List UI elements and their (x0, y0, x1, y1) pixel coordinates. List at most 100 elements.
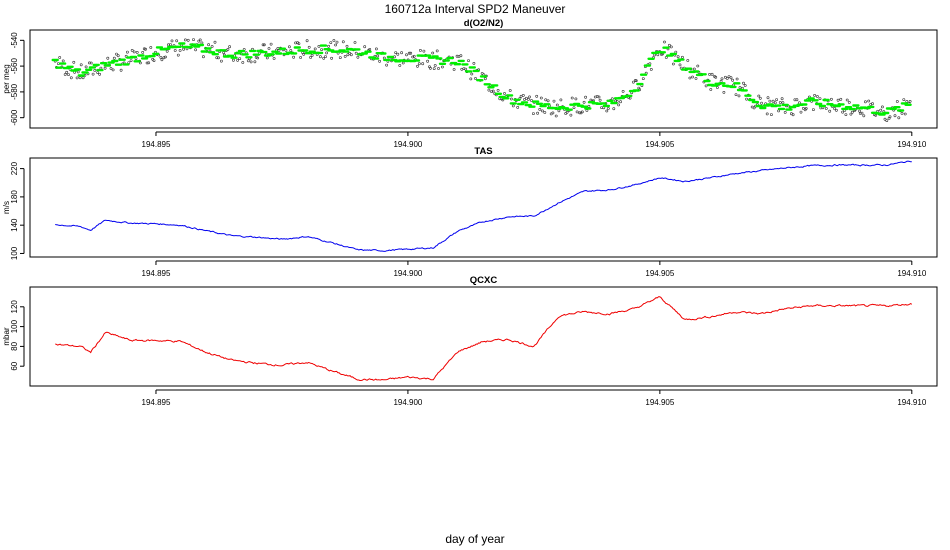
scatter-dot (725, 77, 729, 80)
scatter-dot (617, 103, 621, 107)
x-tick-label: 194.895 (142, 269, 171, 278)
scatter-dot (72, 60, 76, 64)
scatter-dot (175, 39, 179, 43)
y-tick-label: -580 (10, 83, 19, 100)
scatter-dot (236, 58, 240, 62)
scatter-dot (162, 56, 166, 60)
x-tick-label: 194.895 (142, 398, 171, 407)
scatter-dot (781, 101, 785, 105)
scatter-dot (217, 56, 220, 60)
scatter-dot (582, 100, 586, 104)
scatter-dot (335, 40, 339, 44)
scatter-dot (76, 70, 80, 74)
scatter-dot (799, 110, 803, 114)
scatter-dot (332, 39, 336, 42)
scatter-dot (841, 110, 845, 114)
scatter-dot (327, 44, 331, 48)
scatter-dot (720, 77, 724, 81)
y-tick-label: 100 (10, 319, 19, 333)
scatter-dot (91, 72, 95, 76)
scatter-dot (115, 52, 118, 56)
scatter-dot (860, 111, 864, 115)
scatter-dot (144, 47, 147, 51)
scatter-dot (396, 52, 400, 56)
scatter-dot (299, 56, 303, 59)
scatter-dot (112, 56, 116, 60)
scatter-dot (584, 95, 588, 99)
scatter-dot (84, 65, 88, 69)
scatter-dot (182, 47, 186, 51)
scatter-dot (262, 43, 266, 47)
scatter-dot (669, 45, 673, 49)
scatter-dot (559, 98, 563, 102)
scatter-dot (862, 114, 866, 118)
scatter-dot (881, 105, 884, 109)
scatter-dot (89, 61, 93, 65)
scatter-dot (287, 45, 291, 49)
scatter-dot (742, 81, 745, 85)
scatter-dot (610, 97, 614, 101)
scatter-dot (338, 56, 342, 60)
scatter-dot (536, 111, 540, 115)
scatter-dot (905, 100, 909, 103)
x-tick-label: 194.905 (645, 398, 674, 407)
scatter-dot (527, 98, 530, 101)
scatter-dot (376, 54, 380, 58)
scatter-dot (467, 59, 470, 63)
scatter-dot (828, 109, 832, 113)
scatter-dot (686, 59, 690, 62)
scatter-dot (496, 89, 500, 92)
scatter-dot (256, 56, 260, 60)
y-tick-label: -540 (10, 32, 19, 49)
scatter-dot (68, 67, 72, 71)
scatter-dot (897, 116, 901, 120)
scatter-dot (668, 43, 671, 47)
scatter-dot (580, 110, 584, 114)
scatter-dot (521, 94, 525, 97)
scatter-dot (63, 73, 67, 76)
scatter-dot (798, 101, 801, 105)
scatter-dot (428, 66, 432, 70)
scatter-dot (606, 107, 610, 110)
scatter-dot (858, 109, 862, 113)
scatter-dot (585, 109, 589, 112)
scatter-dot (152, 59, 156, 63)
scatter-dot (149, 46, 153, 49)
x-tick-label: 194.910 (897, 398, 926, 407)
scatter-dot (261, 43, 265, 47)
y-tick-label: 220 (10, 161, 19, 175)
scatter-dot (752, 106, 756, 110)
scatter-dot (159, 56, 163, 59)
scatter-dot (416, 64, 419, 68)
scatter-dot (169, 43, 172, 47)
series-line (55, 296, 913, 381)
scatter-dot (192, 38, 195, 42)
scatter-dot (222, 51, 226, 55)
scatter-dot (411, 55, 415, 59)
chart-panel-2: TAS m/s 100 140 180 220 194.895 194.900 194.905 1… (2, 146, 938, 278)
scatter-dot (437, 67, 440, 70)
scatter-dot (317, 45, 321, 48)
y-tick-label: -560 (10, 58, 19, 75)
scatter-dot (678, 63, 682, 67)
plot-frame (29, 286, 938, 387)
scatter-dot (353, 41, 357, 44)
scatter-dot (569, 113, 573, 117)
scatter-dot (879, 108, 883, 112)
scatter-dot (770, 113, 773, 117)
scatter-dot (745, 97, 749, 101)
scatter-dot (432, 67, 436, 71)
scatter-dot (663, 40, 666, 44)
scatter-dot (578, 111, 581, 115)
scatter-dot (844, 113, 848, 117)
scatter-dot (777, 109, 781, 113)
scatter-dot (310, 54, 314, 57)
scatter-dot (554, 114, 558, 118)
scatter-dot (525, 96, 528, 100)
scatter-dot (88, 61, 91, 65)
scatter-dot (778, 101, 782, 104)
scatter-dot (653, 53, 657, 57)
scatter-dot (405, 53, 408, 57)
scatter-dot (780, 97, 784, 101)
